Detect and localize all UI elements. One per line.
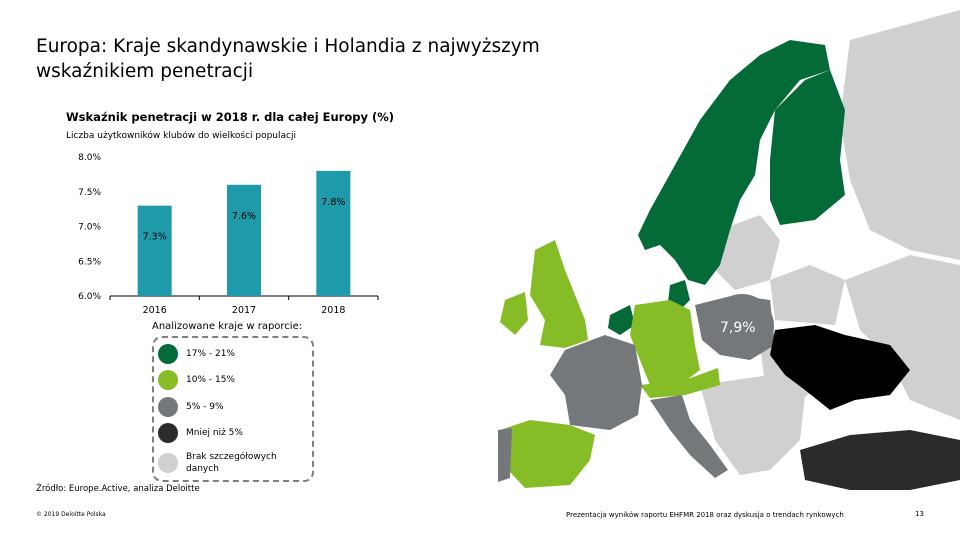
bar-2016 xyxy=(137,205,172,296)
map-norway-sweden xyxy=(638,40,830,285)
chart-title: Wskaźnik penetracji w 2018 r. dla całej … xyxy=(66,110,395,124)
legend-swatch xyxy=(158,453,178,473)
map-scandinavia xyxy=(608,40,845,335)
bar-value-label: 7.8% xyxy=(321,197,345,208)
x-tick-label: 2016 xyxy=(143,305,167,316)
y-tick-label: 8.0% xyxy=(78,153,101,163)
legend-item-below-5: Mniej niż 5% xyxy=(158,423,296,443)
source-note: Źródło: Europe.Active, analiza Deloitte xyxy=(36,484,200,494)
chart-subtitle: Liczba użytkowników klubów do wielkości … xyxy=(66,131,296,141)
legend-swatch xyxy=(158,370,178,390)
map-finland xyxy=(770,70,845,225)
legend-label: Mniej niż 5% xyxy=(186,428,243,438)
legend-heading: Analizowane kraje w raporcie: xyxy=(150,321,305,332)
bar-chart: 6.0% 6.5% 7.0% 7.5% 8.0% 7.3% 2016 7.6% 2017 7.8%… xyxy=(78,153,379,316)
legend-swatch xyxy=(158,344,178,364)
legend-swatch xyxy=(158,423,178,443)
map-russia-north xyxy=(840,10,960,260)
map-belarus xyxy=(770,265,845,325)
legend-label: Brak szczegółowych danych xyxy=(186,452,277,474)
map-mid-countries xyxy=(500,240,720,488)
x-tick-label: 2018 xyxy=(321,305,345,316)
bar-2018 xyxy=(316,170,351,296)
legend-item-17-21: 17% - 21% xyxy=(158,344,296,364)
legend-item-5-9: 5% - 9% xyxy=(158,397,296,417)
footer-copyright: © 2019 Deloitte Polska xyxy=(36,511,106,518)
legend-label: 10% - 15% xyxy=(186,375,235,385)
page-title: Europa: Kraje skandynawskie i Holandia z… xyxy=(36,36,540,82)
legend-label: 17% - 21% xyxy=(186,349,235,359)
y-tick-label: 7.0% xyxy=(78,223,101,233)
map-france xyxy=(550,335,642,430)
map-spain xyxy=(500,420,595,488)
legend-item-10-15: 10% - 15% xyxy=(158,370,296,390)
footer-description: Prezentacja wyników raportu EHFMR 2018 o… xyxy=(566,511,844,519)
bar-2017 xyxy=(227,184,261,296)
map-netherlands xyxy=(608,305,635,335)
legend-swatch xyxy=(158,397,178,417)
y-tick-label: 6.0% xyxy=(78,292,101,302)
poland-callout-value: 7,9% xyxy=(720,320,756,336)
legend-item-no-data: Brak szczegółowych danych xyxy=(158,451,296,475)
bar-value-label: 7.3% xyxy=(143,232,167,243)
map-baltics xyxy=(715,215,780,290)
map-italy xyxy=(650,395,728,478)
map-ukraine xyxy=(770,325,910,410)
europe-map xyxy=(498,10,960,490)
map-germany xyxy=(630,300,700,385)
map-nodata-regions xyxy=(500,10,960,475)
map-austria-switzerland xyxy=(640,368,720,398)
map-turkey xyxy=(800,430,960,490)
y-tick-label: 7.5% xyxy=(78,188,101,198)
map-balkans xyxy=(700,375,805,475)
map-portugal xyxy=(498,428,512,482)
map-ireland xyxy=(500,292,528,335)
bar-value-label: 7.6% xyxy=(232,211,256,222)
y-tick-label: 6.5% xyxy=(78,257,101,267)
x-tick-label: 2017 xyxy=(232,305,256,316)
page-number: 13 xyxy=(915,510,924,518)
map-uk xyxy=(530,240,588,348)
poland-callout-circle xyxy=(710,294,774,358)
legend-box xyxy=(152,336,314,482)
legend-label: 5% - 9% xyxy=(186,402,224,412)
map-russia-south xyxy=(845,255,960,420)
